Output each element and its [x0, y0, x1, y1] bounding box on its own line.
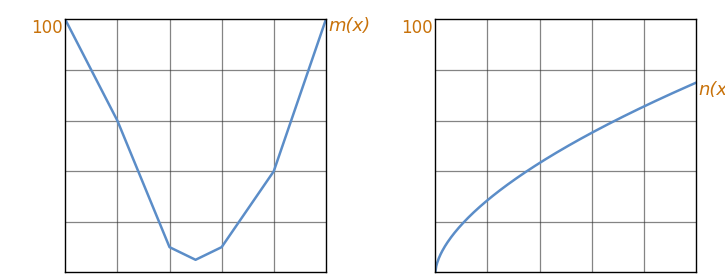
Text: n(x): n(x)	[699, 81, 725, 99]
Text: x: x	[336, 275, 347, 278]
Text: x: x	[706, 275, 716, 278]
Text: 100: 100	[401, 19, 433, 38]
Text: m(x): m(x)	[328, 17, 370, 35]
Text: 100: 100	[31, 19, 62, 38]
